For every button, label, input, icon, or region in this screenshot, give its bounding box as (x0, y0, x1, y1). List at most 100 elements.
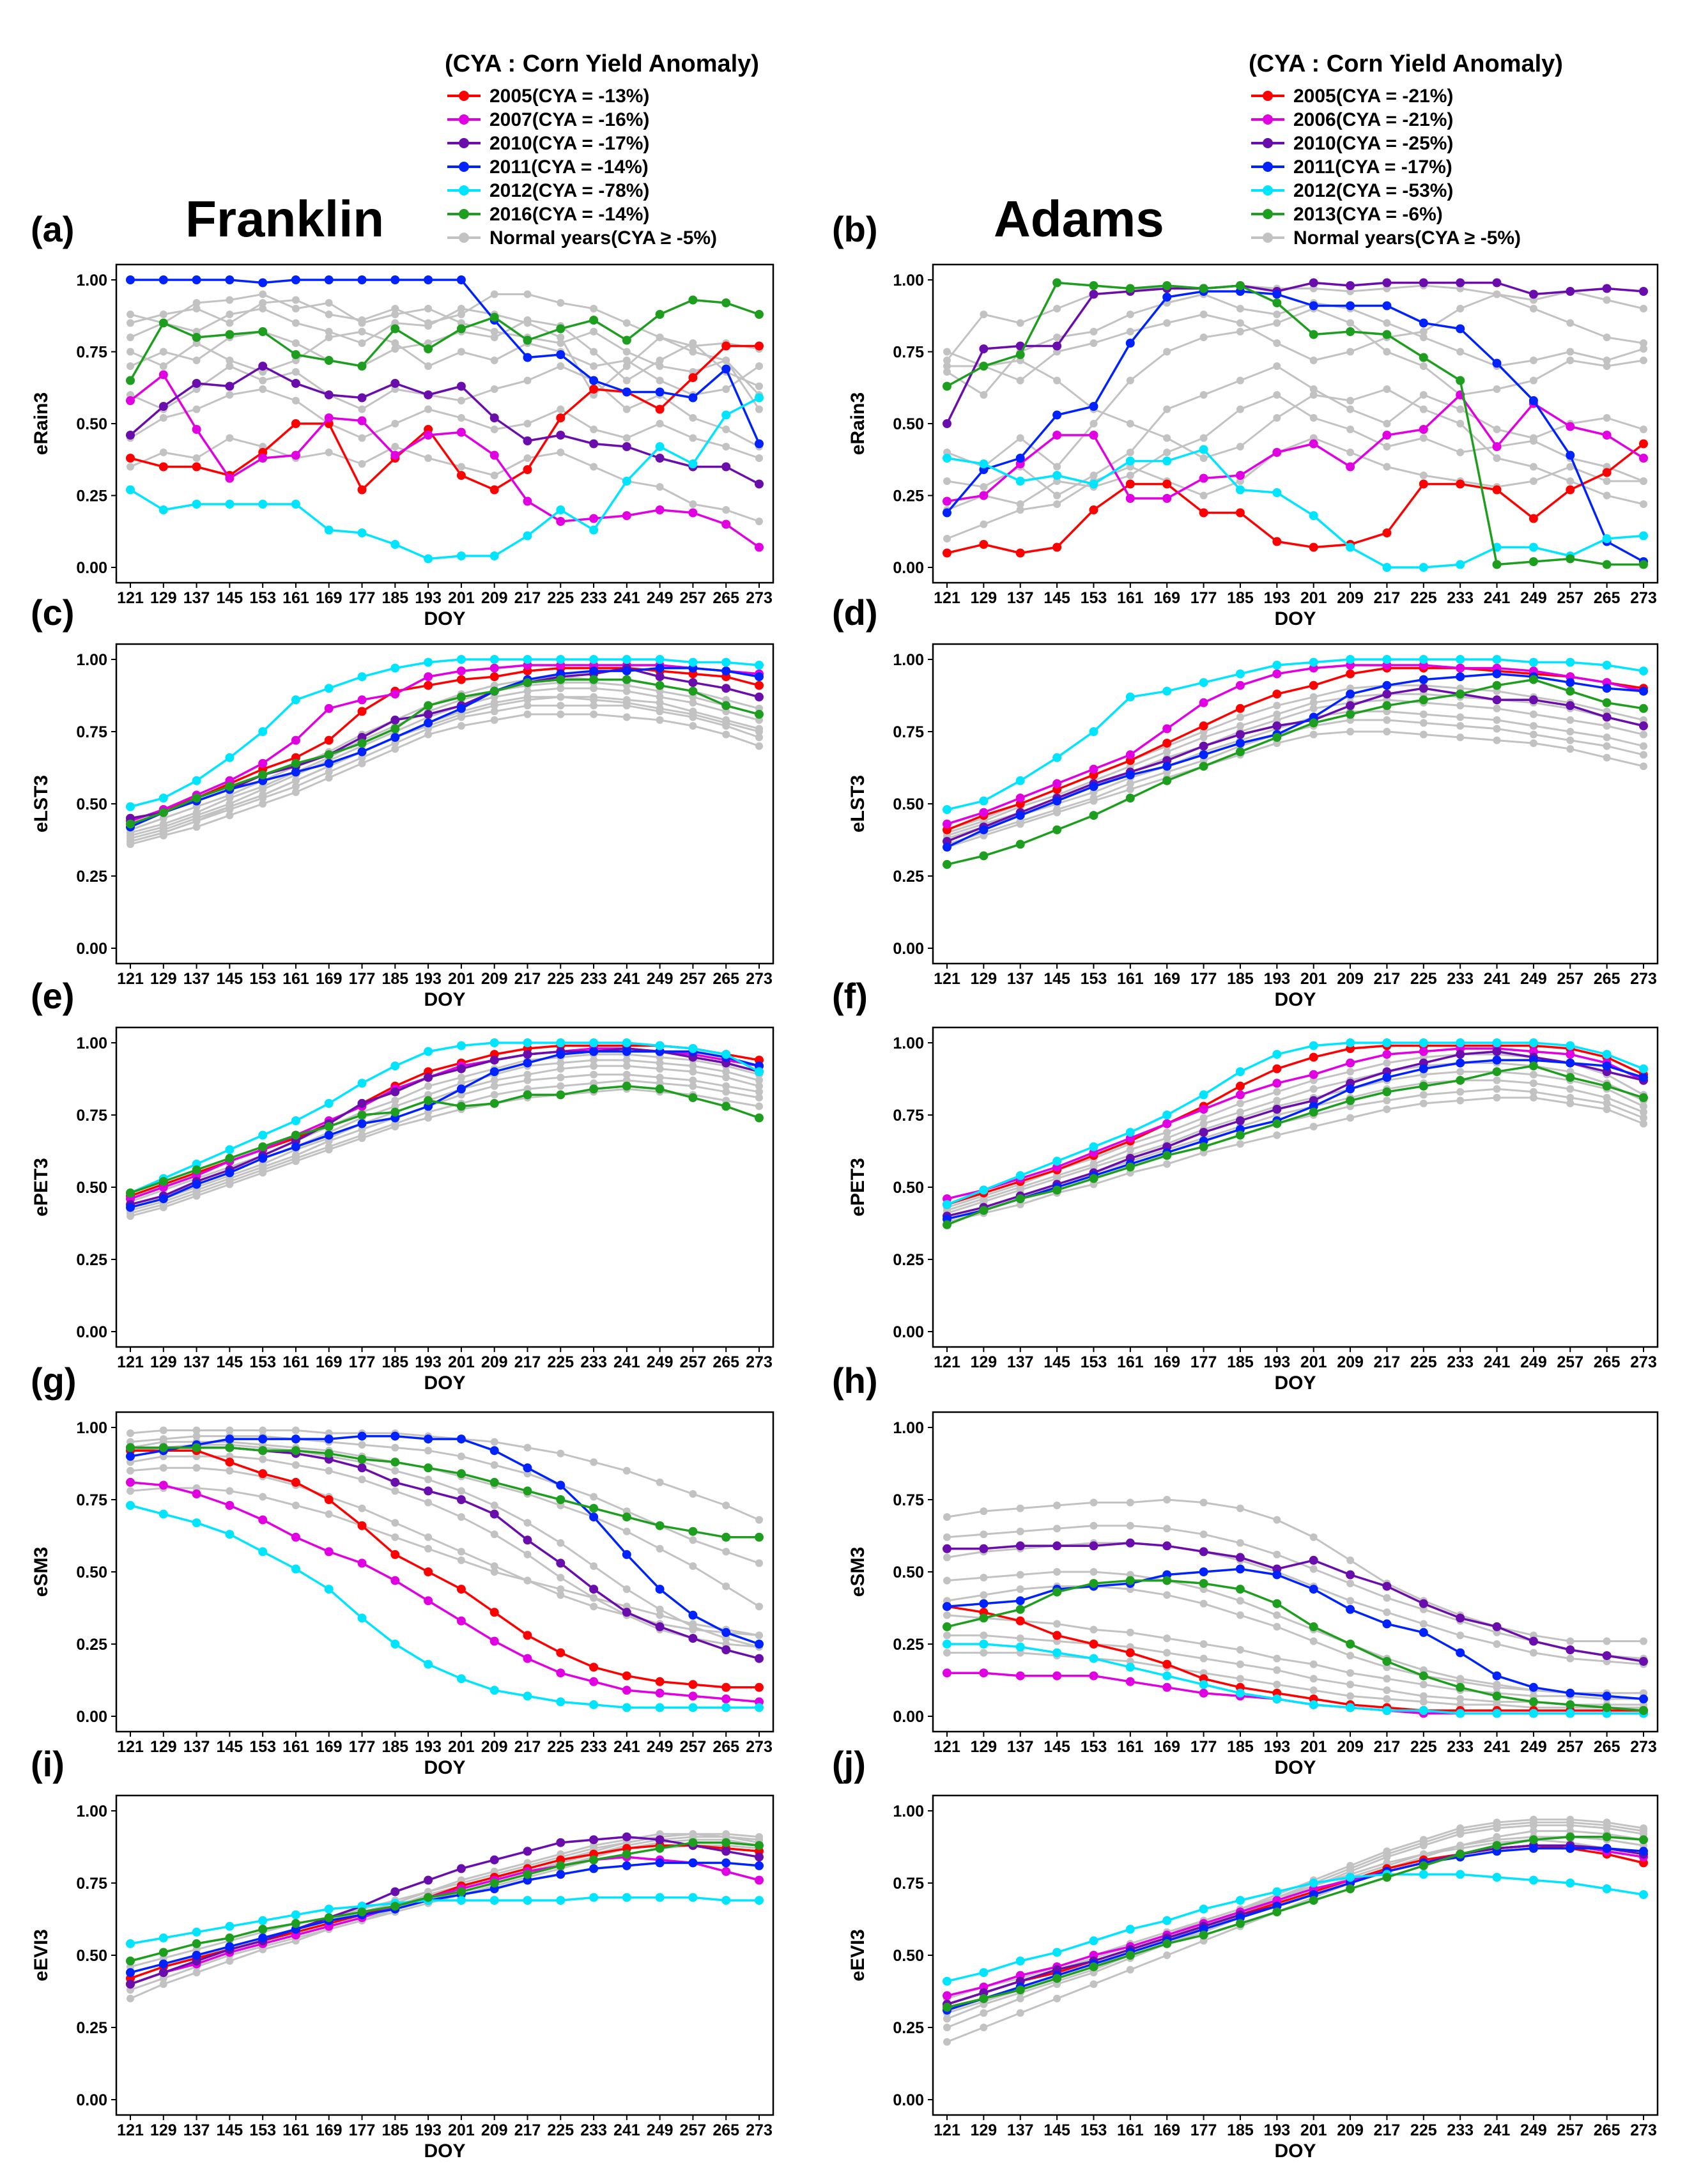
normal-year-5-point (1273, 1096, 1281, 1105)
normal-year-1-point (722, 1502, 730, 1509)
series-2013-point (1015, 840, 1025, 849)
normal-year-1-point (291, 788, 300, 796)
y-axis-title: eLST3 (847, 775, 868, 833)
series-2010-point (1456, 278, 1465, 288)
series-2012-point (1162, 686, 1172, 696)
series-2010-point (1346, 701, 1355, 711)
series-2010-point (622, 1832, 631, 1842)
normal-year-4-point (1273, 362, 1281, 370)
plot-frame (932, 1026, 1659, 1348)
y-axis-title: eLST3 (31, 775, 52, 833)
series-2013-point (1125, 794, 1135, 803)
x-tick-label: 169 (1153, 589, 1180, 607)
series-2007-point (390, 450, 400, 460)
normal-year-5-point (490, 1562, 498, 1570)
normal-year-6-point (457, 1556, 465, 1564)
series-2011-point (192, 1180, 201, 1189)
y-tick-label: 0.25 (893, 1636, 924, 1654)
x-tick-label: 161 (1117, 1353, 1144, 1371)
series-2012-point (291, 500, 300, 509)
normal-year-2-point (325, 768, 333, 776)
series-2005-point (1235, 1081, 1245, 1091)
normal-year-4-point (1493, 426, 1501, 433)
normal-year-4-point (622, 405, 631, 413)
series-2011-point (158, 1959, 168, 1969)
series-2011-point (1346, 689, 1355, 699)
series-2010-point (357, 1463, 367, 1473)
normal-year-1-point (127, 1994, 134, 2003)
normal-year-6-point (1529, 463, 1537, 471)
y-axis-title: ePET3 (31, 1158, 52, 1217)
series-2013-point (1309, 330, 1318, 339)
normal-year-2-point (1493, 725, 1501, 733)
series-2010-point (755, 1654, 764, 1663)
series-2011-point (556, 350, 566, 359)
normal-year-7-point (1016, 506, 1024, 514)
normal-year-6-point (1309, 1660, 1318, 1668)
normal-year-6-point (457, 1073, 465, 1082)
normal-year-1-point (1126, 1965, 1134, 1974)
normal-year-5-point (127, 1466, 134, 1475)
normal-year-3-point (1090, 420, 1098, 427)
y-axis-title: ePET3 (847, 1158, 868, 1217)
normal-year-7-point (590, 463, 598, 471)
series-2016-point (158, 1177, 168, 1186)
series-2011-point (1492, 669, 1502, 679)
normal-year-5-point (1493, 1683, 1501, 1691)
series-2012-point (1382, 1038, 1392, 1047)
normal-year-1-line (130, 713, 760, 845)
normal-year-8-point (1273, 1680, 1281, 1689)
series-2007-point (456, 427, 466, 437)
normal-year-8-point (590, 362, 598, 370)
series-2013-line (946, 281, 1644, 566)
normal-year-3-point (1419, 710, 1428, 718)
normal-year-5-point (424, 1533, 433, 1541)
x-tick-label: 121 (934, 1738, 960, 1756)
normal-year-6-point (1383, 385, 1391, 393)
series-2012-point (1272, 1887, 1282, 1896)
series-2011-point (1492, 358, 1502, 368)
series-2007-point (324, 413, 334, 422)
series-2010-point (755, 1852, 764, 1862)
series-2012-point (1528, 542, 1538, 552)
x-tick-label: 217 (1374, 1353, 1401, 1371)
series-2012-point (1566, 1709, 1575, 1718)
normal-year-1-point (1126, 785, 1134, 794)
series-2010-point (1602, 284, 1612, 293)
x-tick-label: 145 (217, 1738, 243, 1756)
normal-year-7-point (192, 454, 201, 462)
normal-year-7-line (130, 696, 760, 843)
normal-year-2-point (557, 702, 565, 710)
normal-year-6-point (127, 1487, 134, 1495)
x-tick-label: 265 (712, 1738, 739, 1756)
normal-year-3-point (490, 1502, 498, 1509)
series-2012-point (424, 658, 433, 667)
series-2012-line (946, 448, 1644, 569)
normal-year-1-point (291, 296, 300, 304)
series-2012-point (688, 1703, 698, 1712)
normal-year-1-line (130, 1429, 760, 1521)
x-tick-label: 185 (381, 589, 408, 607)
series-2005-point (1309, 681, 1318, 690)
series-2011-point (1125, 339, 1135, 348)
series-2005-point (324, 735, 334, 745)
x-tick-label: 129 (150, 1738, 177, 1756)
series-2012-point (1492, 655, 1502, 664)
series-2010-line (130, 1835, 760, 1985)
normal-year-4-point (1090, 1568, 1098, 1576)
normal-year-8-point (1419, 328, 1428, 335)
x-tick-label: 193 (1263, 1738, 1290, 1756)
x-tick-label: 257 (1557, 1353, 1583, 1371)
normal-year-5-point (1529, 437, 1537, 445)
normal-year-7-point (1199, 491, 1208, 500)
normal-year-4-point (557, 362, 565, 370)
series-2005-point (1639, 439, 1648, 449)
legend-title: (CYA : Corn Yield Anomaly) (445, 50, 759, 77)
normal-year-2-point (1126, 780, 1134, 788)
series-2010-point (158, 1968, 168, 1978)
series-2010-point (1639, 721, 1648, 730)
series-2011-point (324, 275, 334, 284)
series-2016-point (456, 1887, 466, 1896)
series-2011-point (1566, 678, 1575, 688)
series-2011-point (1089, 402, 1098, 411)
